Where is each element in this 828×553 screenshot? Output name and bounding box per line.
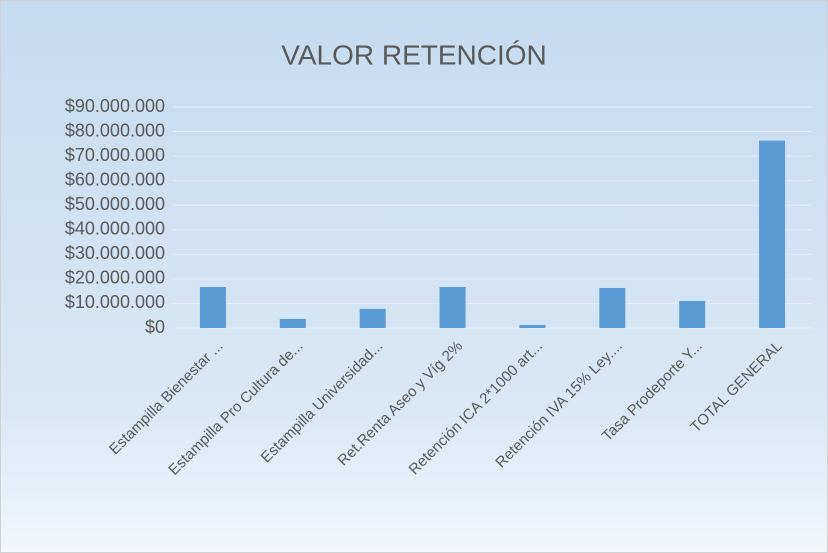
bar — [679, 300, 706, 328]
bar — [519, 325, 546, 328]
y-tick-label: $0 — [145, 317, 165, 337]
y-tick-label: $90.000.000 — [65, 96, 165, 116]
y-tick-label: $70.000.000 — [65, 145, 165, 165]
y-tick-label: $80.000.000 — [65, 120, 165, 140]
bar — [359, 308, 386, 328]
y-tick-label: $30.000.000 — [65, 243, 165, 263]
y-tick-label: $20.000.000 — [65, 268, 165, 288]
bar — [199, 286, 226, 328]
bar — [279, 318, 306, 328]
y-tick-label: $10.000.000 — [65, 292, 165, 312]
y-tick-label: $40.000.000 — [65, 219, 165, 239]
chart-title: VALOR RETENCIÓN — [281, 39, 547, 70]
bar — [759, 140, 786, 328]
y-tick-label: $60.000.000 — [65, 169, 165, 189]
bar — [439, 286, 466, 328]
y-tick-label: $50.000.000 — [65, 194, 165, 214]
bar — [599, 287, 626, 328]
